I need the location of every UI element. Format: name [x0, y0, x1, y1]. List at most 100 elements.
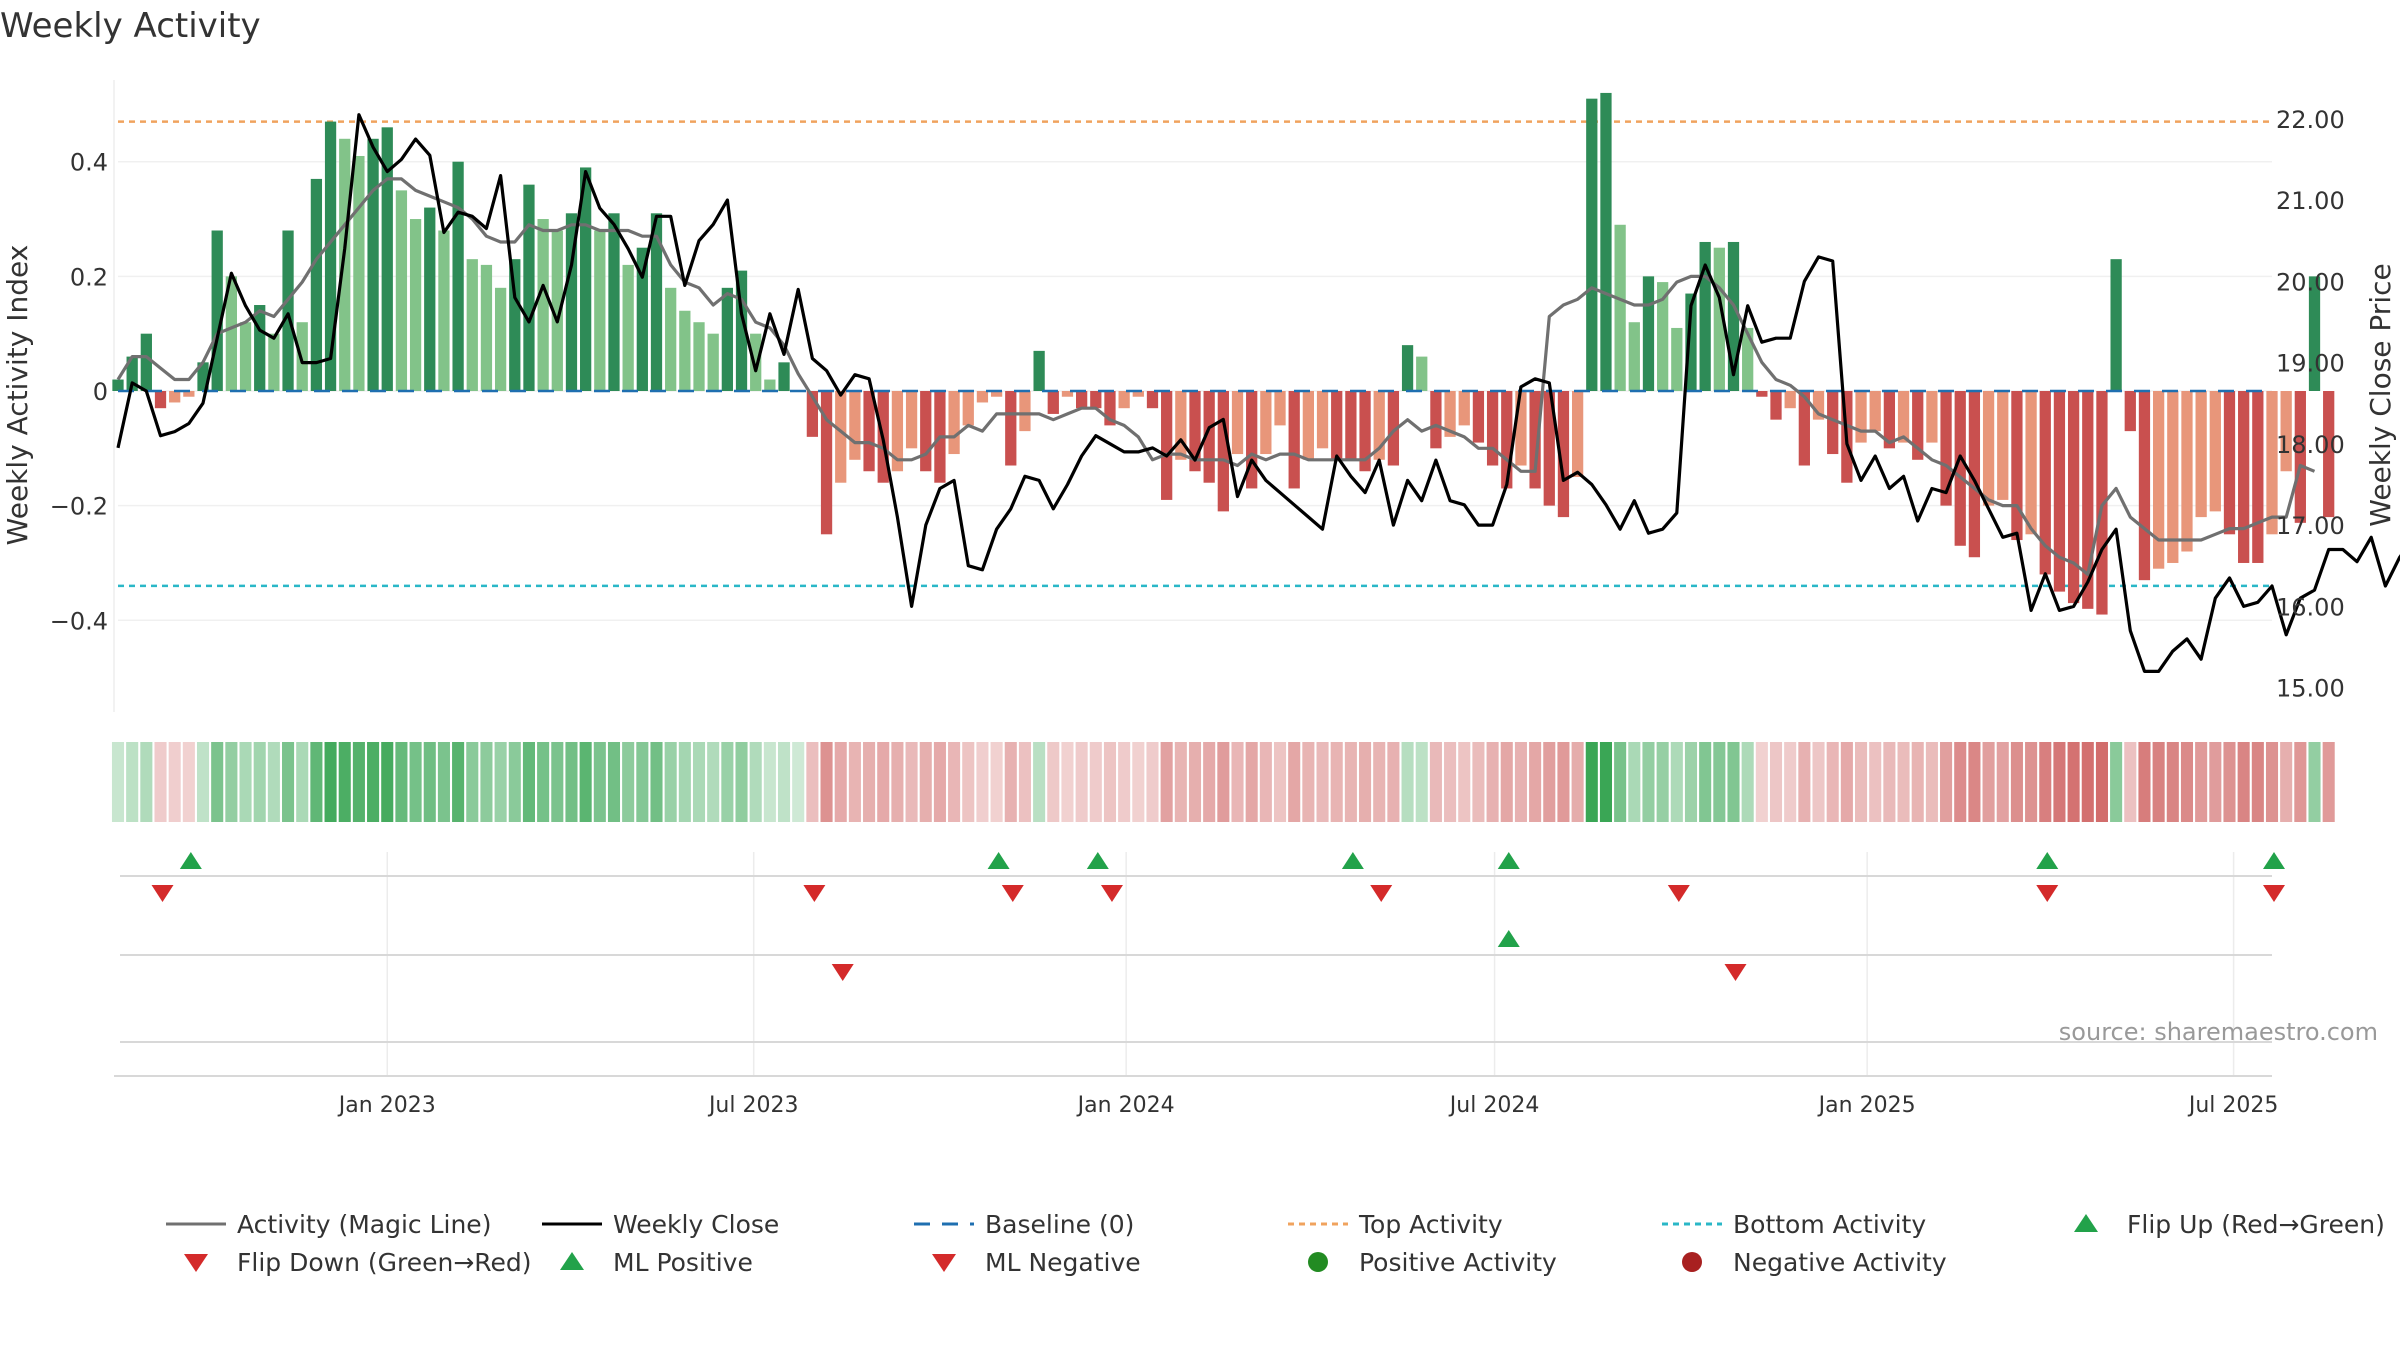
activity-bar	[1685, 293, 1697, 391]
activity-bar	[523, 184, 535, 391]
heat-cell	[1118, 742, 1131, 822]
chart-title: Weekly Activity	[0, 6, 261, 46]
activity-bar	[1940, 391, 1952, 506]
activity-bar	[1132, 391, 1144, 397]
activity-bar	[1076, 391, 1088, 409]
activity-bar	[1713, 247, 1725, 391]
activity-bar	[2067, 391, 2080, 604]
x-tick-label: Jan 2023	[337, 1093, 436, 1118]
heat-cell	[111, 742, 125, 822]
activity-bar	[1883, 391, 1896, 449]
heat-cell	[565, 742, 578, 822]
heat-cell	[664, 742, 677, 822]
heat-cell	[1727, 742, 1740, 822]
activity-bar	[1458, 391, 1470, 426]
activity-bar	[1926, 391, 1938, 443]
activity-bar	[2011, 391, 2023, 541]
heat-cell	[1089, 742, 1102, 822]
heat-cell	[2110, 742, 2123, 822]
heat-cell	[1132, 742, 1145, 822]
activity-bar	[1642, 276, 1655, 391]
activity-bar	[1486, 391, 1499, 466]
heat-cell	[522, 742, 535, 822]
heat-cell	[1557, 742, 1570, 822]
heat-cell	[1543, 742, 1556, 822]
heat-cell	[622, 742, 635, 822]
heat-cell	[267, 742, 280, 822]
activity-bar	[1982, 391, 1995, 506]
heat-cell	[1344, 742, 1357, 822]
activity-bar	[594, 230, 606, 391]
heat-cell	[579, 742, 592, 822]
heat-cell	[1146, 742, 1159, 822]
legend-label: Flip Up (Red→Green)	[2127, 1210, 2385, 1239]
heat-cell	[1784, 742, 1797, 822]
heat-cell	[1047, 742, 1060, 822]
activity-bar	[1444, 391, 1456, 437]
activity-bar	[1373, 391, 1385, 460]
legend-label: Top Activity	[1358, 1210, 1503, 1239]
heat-cell	[494, 742, 507, 822]
heat-cell	[225, 742, 238, 822]
activity-bar	[2124, 391, 2136, 432]
heat-cell	[735, 742, 748, 822]
left-tick-label: 0.2	[70, 263, 108, 291]
activity-bar	[2308, 276, 2321, 391]
ml-negative-marker	[1724, 964, 1747, 981]
activity-bar	[1869, 391, 1881, 432]
activity-bar	[154, 391, 167, 409]
x-tick-label: Jul 2023	[707, 1093, 799, 1118]
heat-cell	[296, 742, 309, 822]
heat-cell	[2095, 742, 2108, 822]
legend-triangle-up-icon	[2074, 1214, 2098, 1232]
flip-down-marker	[1370, 885, 1393, 902]
right-axis-label: Weekly Close Price	[2364, 263, 2397, 526]
heat-cell	[1869, 742, 1882, 822]
legend-label: Negative Activity	[1733, 1248, 1947, 1277]
activity-bar	[1827, 391, 1839, 455]
heat-cell	[423, 742, 436, 822]
heat-cell	[1203, 742, 1216, 822]
heat-cell	[792, 742, 805, 822]
activity-bar	[2266, 391, 2278, 535]
activity-bar	[310, 178, 323, 391]
heat-cell	[1826, 742, 1839, 822]
heat-cell	[1911, 742, 1924, 822]
heat-cell	[1429, 742, 1442, 822]
heat-cell	[1684, 742, 1698, 822]
activity-bar	[339, 138, 351, 391]
heat-cell	[409, 742, 422, 822]
left-tick-label: 0.4	[70, 149, 108, 177]
heat-cell	[324, 742, 337, 822]
heat-cell	[1359, 742, 1372, 822]
activity-bar	[1430, 391, 1442, 449]
activity-heat-strip	[111, 742, 2335, 822]
heat-cell	[2025, 742, 2038, 822]
legend-label: ML Negative	[985, 1248, 1141, 1277]
heat-cell	[2223, 742, 2236, 822]
activity-bar	[679, 310, 691, 391]
activity-bar	[324, 121, 337, 391]
heat-cell	[239, 742, 252, 822]
legend-label: Weekly Close	[613, 1210, 779, 1239]
heat-cell	[2237, 742, 2250, 822]
flip-down-marker	[1001, 885, 1024, 902]
heat-cell	[452, 742, 465, 822]
x-axis-ticks: Jan 2023 Jul 2023 Jan 2024 Jul 2024 Jan 2025…	[337, 1093, 2279, 1118]
heat-cell	[1529, 742, 1542, 822]
heat-cell	[2251, 742, 2264, 822]
activity-bar	[778, 362, 790, 391]
activity-bars	[112, 92, 2335, 615]
right-tick-label: 21.00	[2276, 187, 2345, 215]
flip-up-marker	[2036, 852, 2059, 869]
heat-cell	[1996, 742, 2009, 822]
heat-cell	[2265, 742, 2279, 822]
activity-bar	[806, 391, 819, 437]
heat-cell	[1500, 742, 1513, 822]
left-tick-label: 0	[93, 378, 108, 406]
heat-cell	[2152, 742, 2165, 822]
legend-triangle-down-icon	[184, 1254, 208, 1272]
legend-label: Flip Down (Green→Red)	[237, 1248, 532, 1277]
activity-bar	[112, 379, 124, 391]
heat-cell	[1571, 742, 1584, 822]
